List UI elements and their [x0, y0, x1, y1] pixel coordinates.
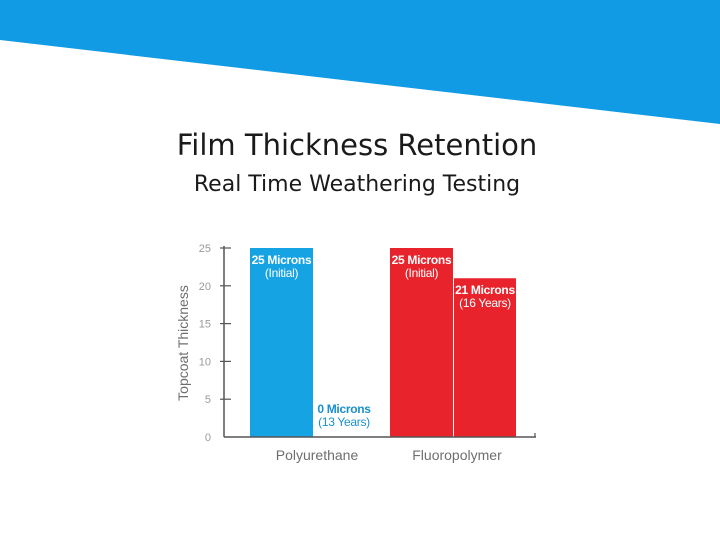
category-label: Fluoropolymer: [412, 447, 502, 463]
bar-value-sublabel: (16 Years): [459, 296, 511, 310]
bar-value-label: 25 Microns: [392, 253, 452, 267]
bar-fluoropolymer-aged: [454, 278, 516, 437]
bars-layer: [250, 248, 516, 437]
decorative-banner: [0, 0, 720, 124]
bar-value-label: 25 Microns: [252, 253, 312, 267]
slide-title: Film Thickness Retention: [176, 128, 538, 162]
blue-banner-shape: [0, 0, 720, 124]
y-tick-label: 5: [205, 394, 211, 406]
category-label: Polyurethane: [276, 447, 359, 463]
bar-value-sublabel: (13 Years): [318, 415, 370, 429]
y-axis-title: Topcoat Thickness: [175, 285, 191, 401]
axes-layer: 0 5 10 15 20 25 Topcoat Thickness: [175, 243, 536, 444]
slide-subtitle: Real Time Weathering Testing: [193, 172, 521, 197]
y-tick-label: 25: [199, 243, 211, 255]
bar-fluoropolymer-initial: [390, 248, 453, 437]
bar-value-label: 21 Microns: [455, 283, 515, 297]
bar-value-label: 0 Microns: [317, 402, 371, 416]
y-tick-label: 20: [199, 281, 211, 293]
bar-polyurethane-initial: [250, 248, 313, 437]
y-tick-label: 15: [199, 319, 211, 331]
labels-layer: 25 Microns(Initial)0 Microns(13 Years)25…: [252, 253, 516, 463]
bar-value-sublabel: (Initial): [405, 266, 439, 280]
y-tick-label: 10: [199, 356, 211, 368]
y-tick-label: 0: [205, 432, 211, 444]
bar-value-sublabel: (Initial): [265, 266, 299, 280]
